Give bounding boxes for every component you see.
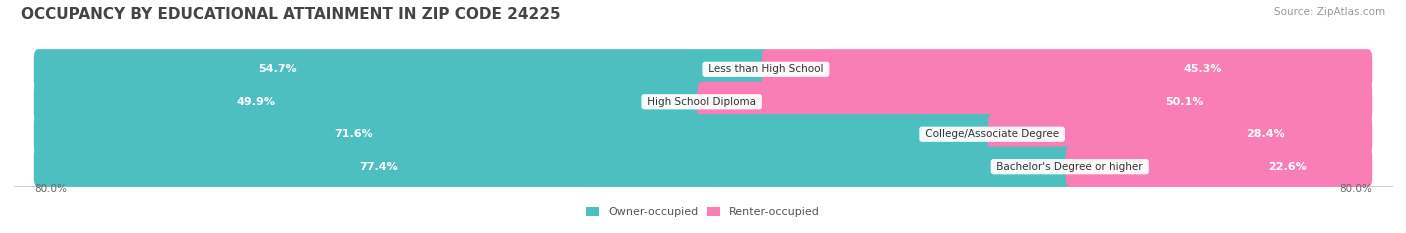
- Text: Bachelor's Degree or higher: Bachelor's Degree or higher: [993, 162, 1146, 172]
- Text: High School Diploma: High School Diploma: [644, 97, 759, 107]
- FancyBboxPatch shape: [34, 82, 706, 122]
- FancyBboxPatch shape: [1066, 147, 1372, 187]
- Text: 45.3%: 45.3%: [1184, 64, 1222, 74]
- Text: 28.4%: 28.4%: [1246, 129, 1285, 139]
- Legend: Owner-occupied, Renter-occupied: Owner-occupied, Renter-occupied: [586, 207, 820, 217]
- Text: 54.7%: 54.7%: [259, 64, 297, 74]
- FancyBboxPatch shape: [34, 82, 1372, 122]
- FancyBboxPatch shape: [762, 49, 1372, 89]
- Text: College/Associate Degree: College/Associate Degree: [922, 129, 1063, 139]
- FancyBboxPatch shape: [34, 114, 1372, 154]
- Text: 22.6%: 22.6%: [1268, 162, 1308, 172]
- FancyBboxPatch shape: [697, 82, 1372, 122]
- Text: Less than High School: Less than High School: [704, 64, 827, 74]
- FancyBboxPatch shape: [34, 147, 1372, 187]
- Text: 80.0%: 80.0%: [34, 184, 66, 194]
- FancyBboxPatch shape: [988, 114, 1372, 154]
- Text: 50.1%: 50.1%: [1166, 97, 1204, 107]
- Text: Source: ZipAtlas.com: Source: ZipAtlas.com: [1274, 7, 1385, 17]
- FancyBboxPatch shape: [34, 114, 997, 154]
- Text: OCCUPANCY BY EDUCATIONAL ATTAINMENT IN ZIP CODE 24225: OCCUPANCY BY EDUCATIONAL ATTAINMENT IN Z…: [21, 7, 561, 22]
- Text: 77.4%: 77.4%: [360, 162, 398, 172]
- FancyBboxPatch shape: [34, 49, 1372, 89]
- FancyBboxPatch shape: [34, 147, 1074, 187]
- Text: 80.0%: 80.0%: [1340, 184, 1372, 194]
- Text: 49.9%: 49.9%: [238, 97, 276, 107]
- FancyBboxPatch shape: [34, 49, 770, 89]
- Text: 71.6%: 71.6%: [333, 129, 373, 139]
